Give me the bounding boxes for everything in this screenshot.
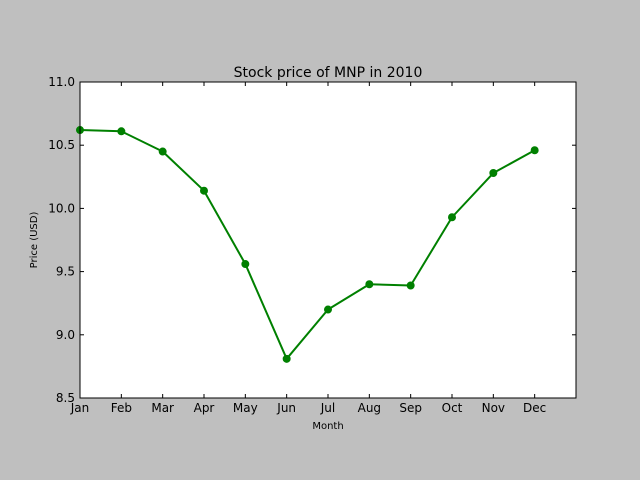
y-tick-label: 11.0 [48,75,75,89]
data-point [200,186,208,195]
y-tick-label: 10.5 [48,138,75,152]
data-point [158,147,167,156]
data-point [324,305,332,314]
x-tick-label: Oct [442,401,463,415]
tick-labels: Jan Feb Mar Apr May Jun Jul Aug Sep Oct Nov Dec 8.5 9… [48,75,546,415]
data-point [241,260,250,269]
x-tick-label: Mar [151,401,174,415]
y-tick-label: 9.5 [56,265,75,279]
x-tick-label: Aug [358,401,381,415]
x-tick-label: Dec [523,401,546,415]
data-point [448,213,456,222]
chart-title: Stock price of MNP in 2010 [234,65,423,81]
x-tick-label: Jan [70,401,90,415]
data-point [530,146,539,155]
x-tick-label: Jun [276,401,296,415]
y-axis-label: Price (USD) [29,212,40,269]
x-tick-label: Feb [111,401,132,415]
x-tick-label: Apr [194,401,215,415]
data-point [282,354,291,363]
x-tick-label: May [233,401,258,415]
plot-area [80,82,576,398]
data-point [489,169,498,178]
series-line [79,129,536,360]
y-tick-label: 10.0 [48,201,75,215]
y-tick-label: 8.5 [56,391,75,405]
x-tick-label: Jul [320,401,335,415]
x-axis-label: Month [312,421,343,432]
data-point [365,280,374,289]
x-tick-label: Sep [399,401,422,415]
plot-frame [79,81,577,399]
y-tick-label: 9.0 [56,328,75,342]
series-layer [76,126,539,363]
data-point [406,281,415,290]
x-tick-label: Nov [482,401,505,415]
data-point [117,127,126,136]
